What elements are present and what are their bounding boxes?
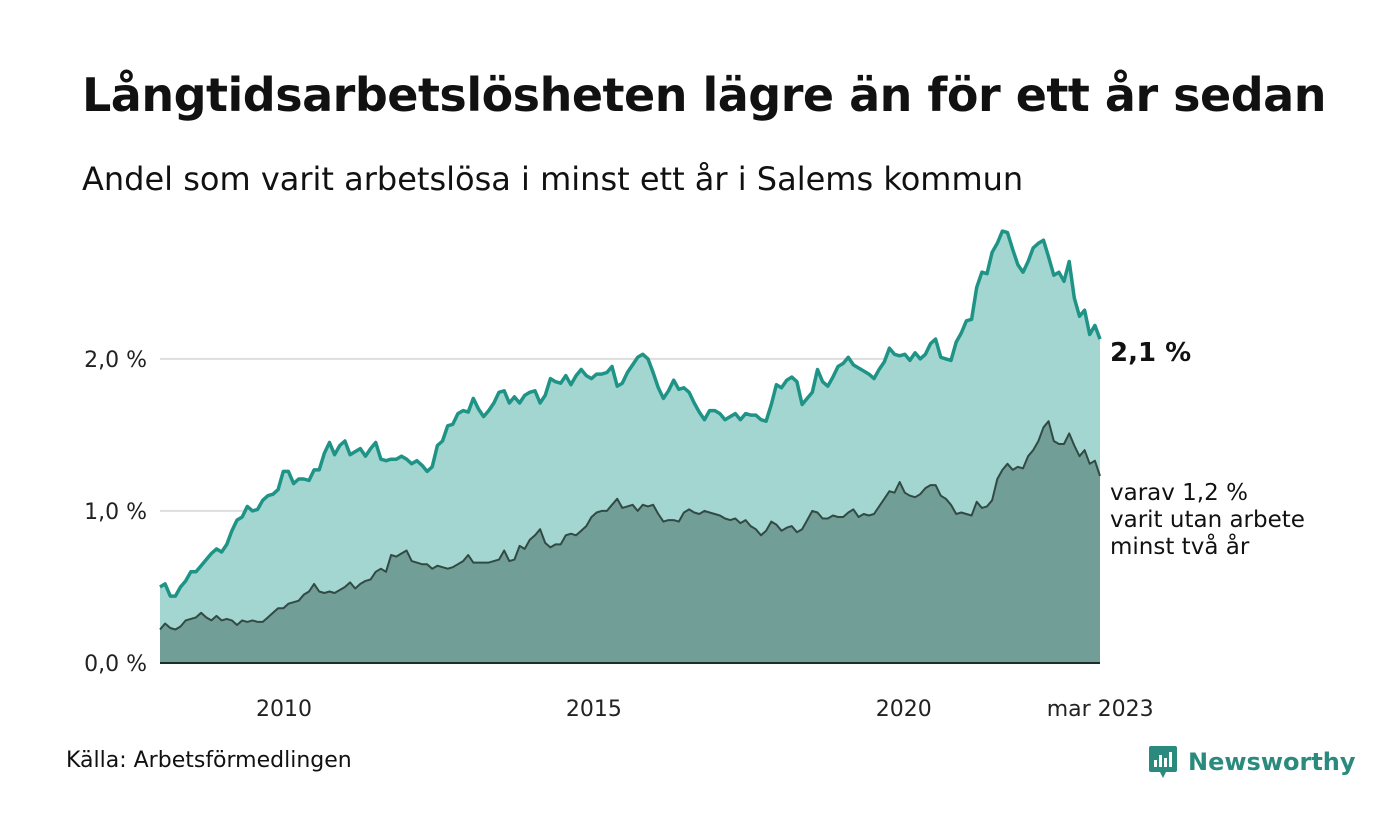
y-tick-label: 1,0 % xyxy=(84,500,147,525)
x-tick-label: mar 2023 xyxy=(1047,697,1154,722)
brand-logo[interactable]: Newsworthy xyxy=(1148,742,1356,782)
y-tick-label: 0,0 % xyxy=(84,652,147,677)
chart-title: Långtidsarbetslösheten lägre än för ett … xyxy=(82,68,1326,122)
newsworthy-logo-icon xyxy=(1149,746,1177,778)
longterm-label-line: minst två år xyxy=(1110,532,1250,560)
longterm-line xyxy=(159,420,1101,631)
longterm-label-line: varav 1,2 % xyxy=(1110,480,1248,506)
x-axis-ticks: 2010 2015 2020 mar 2023 xyxy=(256,697,1154,722)
x-tick-label: 2010 xyxy=(256,697,312,722)
source-note: Källa: Arbetsförmedlingen xyxy=(66,748,352,773)
brand-name: Newsworthy xyxy=(1188,748,1356,776)
x-tick-label: 2020 xyxy=(876,697,932,722)
y-axis-ticks: 0,0 % 1,0 % 2,0 % xyxy=(84,348,147,677)
y-tick-label: 2,0 % xyxy=(84,348,147,373)
chart-subtitle: Andel som varit arbetslösa i minst ett å… xyxy=(82,160,1024,198)
x-tick-label: 2015 xyxy=(566,697,622,722)
longterm-area xyxy=(160,421,1100,663)
total-line xyxy=(159,229,1102,598)
longterm-value-label: varav 1,2 % varit utan arbete minst två år xyxy=(1110,480,1305,560)
longterm-label-line: varit utan arbete xyxy=(1110,507,1305,533)
total-value-label: 2,1 % xyxy=(1110,338,1191,368)
